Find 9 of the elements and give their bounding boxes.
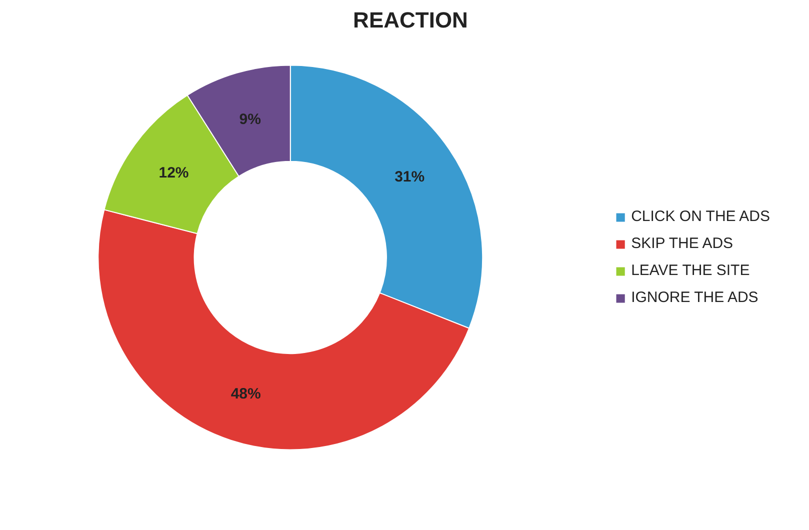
legend-label: SKIP THE ADS — [631, 235, 734, 252]
data-label: 48% — [230, 385, 261, 402]
legend-label: CLICK ON THE ADS — [631, 208, 770, 225]
legend-label: IGNORE THE ADS — [631, 289, 758, 306]
data-label: 9% — [239, 111, 261, 128]
data-label: 12% — [158, 164, 189, 182]
legend-label: LEAVE THE SITE — [631, 262, 750, 279]
data-label: 31% — [394, 168, 425, 186]
chart-title: REACTION — [353, 8, 468, 32]
